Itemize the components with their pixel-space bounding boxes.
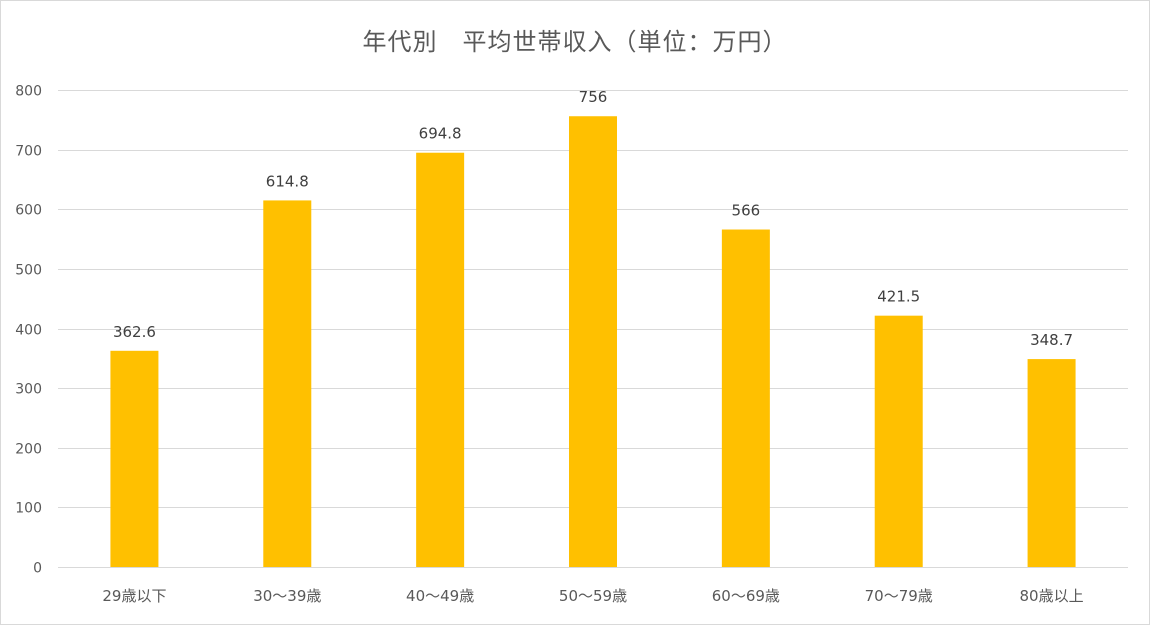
data-label: 614.8 <box>266 172 309 190</box>
y-tick-label: 0 <box>33 561 42 577</box>
data-label: 362.6 <box>113 323 156 341</box>
data-label: 566 <box>732 202 761 220</box>
data-label: 421.5 <box>877 288 920 306</box>
bar <box>263 200 312 567</box>
y-tick-label: 300 <box>15 382 42 398</box>
category-labels: 29歳以下 30～39歳 40～49歳 50～59歳 60～69歳 70～79歳 80歳以上 <box>102 587 1083 605</box>
bar <box>416 152 465 567</box>
bar <box>110 350 159 567</box>
x-tick-label: 70～79歳 <box>865 587 933 605</box>
y-axis-ticks: 0 100 200 300 400 500 600 700 800 <box>15 84 42 577</box>
y-tick-label: 100 <box>15 501 42 517</box>
x-tick-label: 29歳以下 <box>102 587 166 605</box>
chart-title: 年代別 平均世帯収入（単位：万円） <box>362 28 788 56</box>
data-label: 348.7 <box>1030 331 1073 349</box>
bar <box>874 315 923 567</box>
x-tick-label: 60～69歳 <box>712 587 780 605</box>
bar <box>721 229 770 567</box>
y-tick-label: 500 <box>15 263 42 279</box>
y-tick-label: 800 <box>15 84 42 100</box>
y-tick-label: 600 <box>15 203 42 219</box>
data-label: 694.8 <box>419 125 462 143</box>
x-tick-label: 50～59歳 <box>559 587 627 605</box>
bar <box>1027 359 1076 567</box>
bars <box>110 116 1076 568</box>
y-tick-label: 400 <box>15 323 42 339</box>
bar <box>569 116 617 568</box>
y-tick-label: 200 <box>15 442 42 458</box>
x-tick-label: 30～39歳 <box>253 587 321 605</box>
value-labels: 362.6 614.8 694.8 756 566 421.5 348.7 <box>113 88 1073 349</box>
x-tick-label: 40～49歳 <box>406 587 474 605</box>
x-tick-label: 80歳以上 <box>1020 587 1084 605</box>
y-tick-label: 700 <box>15 144 42 160</box>
data-label: 756 <box>579 88 608 106</box>
